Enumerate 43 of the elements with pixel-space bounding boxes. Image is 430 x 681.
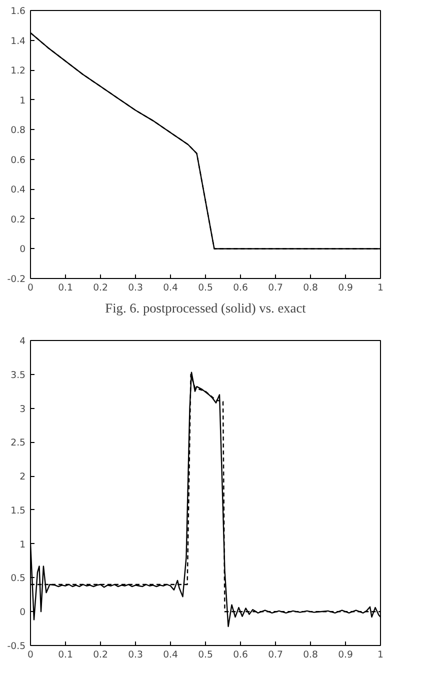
y-tick-label: 0 [20, 244, 26, 256]
x-tick-label: 1 [378, 650, 384, 660]
x-tick-label: 0.1 [58, 650, 73, 660]
x-tick-label: 0.7 [268, 650, 283, 660]
x-tick-label: 0.6 [233, 650, 248, 660]
y-tick-label: 2 [20, 472, 26, 483]
y-tick-label: 0.2 [10, 214, 26, 226]
y-tick-label: 2.5 [10, 438, 26, 449]
x-tick-label: 0.9 [338, 650, 353, 660]
x-tick-label: 0.5 [198, 282, 213, 294]
y-tick-label: 1.2 [10, 66, 26, 77]
y-tick-label: 0 [20, 607, 26, 618]
y-tick-label: 1 [20, 95, 26, 106]
y-tick-label: 1 [20, 539, 26, 550]
y-tick-label: -0.5 [7, 641, 26, 652]
x-tick-label: 0.3 [128, 282, 143, 294]
x-tick-label: 0.2 [93, 650, 108, 660]
x-tick-label: 0.5 [198, 650, 213, 660]
x-tick-label: 0.9 [338, 282, 353, 294]
x-tick-label: 0.6 [233, 282, 248, 294]
x-tick-label: 0.2 [93, 282, 108, 294]
x-tick-label: 0.3 [128, 650, 143, 660]
y-tick-label: -0.2 [7, 274, 26, 285]
y-tick-label: 0.5 [10, 573, 26, 584]
x-tick-label: 0.4 [163, 282, 178, 294]
x-tick-label: 0.8 [303, 650, 318, 660]
y-tick-label: 0.8 [10, 125, 26, 136]
y-tick-label: 0.6 [10, 154, 26, 166]
y-tick-label: 4 [20, 336, 26, 347]
y-tick-label: 3.5 [10, 370, 26, 381]
x-tick-label: 0.1 [58, 282, 73, 294]
x-tick-label: 0.7 [268, 282, 283, 294]
x-tick-label: 1 [378, 282, 384, 294]
caption: Fig. 6. postprocessed (solid) vs. exact [105, 300, 306, 316]
y-tick-label: 1.4 [10, 36, 26, 47]
y-tick-label: 0.4 [10, 184, 26, 196]
y-tick-label: 1.6 [10, 6, 26, 17]
x-tick-label: 0 [28, 282, 34, 294]
x-tick-label: 0.4 [163, 650, 178, 660]
x-tick-label: 0 [28, 650, 34, 660]
x-tick-label: 0.8 [303, 282, 318, 294]
y-tick-label: 3 [20, 404, 26, 415]
y-tick-label: 1.5 [10, 505, 26, 516]
